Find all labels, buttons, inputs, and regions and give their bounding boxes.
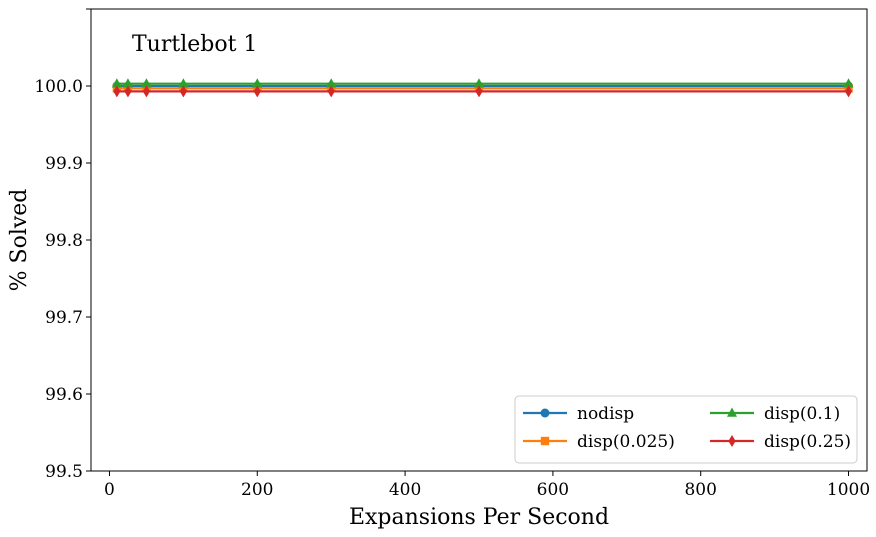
data-point xyxy=(252,78,263,88)
data-point xyxy=(124,85,132,98)
data-point xyxy=(113,85,121,98)
legend-label: disp(0.1) xyxy=(764,404,840,424)
data-point xyxy=(122,78,133,88)
legend-item-disp(0.025): disp(0.025) xyxy=(523,432,675,452)
x-tick-label: 800 xyxy=(684,480,716,500)
series-group xyxy=(111,78,854,98)
data-point xyxy=(843,78,854,88)
data-point xyxy=(111,78,122,88)
data-point xyxy=(474,78,484,88)
x-tick-label: 600 xyxy=(537,480,569,500)
y-tick-label: 100.0 xyxy=(34,77,83,97)
series-disp(0.25) xyxy=(113,85,853,98)
legend-marker xyxy=(727,407,737,417)
series-disp(0.1) xyxy=(111,78,854,88)
legend: nodisp disp(0.025) disp(0.1) disp(0.25) xyxy=(514,395,858,464)
legend-item-nodisp: nodisp xyxy=(523,404,634,424)
y-tick-label: 99.8 xyxy=(45,231,83,251)
y-tick-label: 99.9 xyxy=(45,154,83,174)
data-point xyxy=(326,78,337,88)
x-axis-title: Expansions Per Second xyxy=(349,505,609,530)
data-point xyxy=(141,78,152,88)
legend-label: nodisp xyxy=(577,404,634,424)
y-axis-title: % Solved xyxy=(7,189,32,292)
legend-marker xyxy=(728,435,736,447)
legend-label: disp(0.025) xyxy=(577,432,675,452)
data-point xyxy=(844,85,853,98)
data-point xyxy=(142,85,151,98)
data-point xyxy=(327,85,335,98)
legend-box xyxy=(514,395,858,464)
data-point xyxy=(253,85,261,98)
plot-area xyxy=(86,8,868,476)
x-tick-label: 0 xyxy=(104,480,115,500)
x-tick-label: 1000 xyxy=(827,480,870,500)
legend-item-disp(0.25): disp(0.25) xyxy=(710,432,851,452)
y-tick-label: 99.5 xyxy=(45,462,83,482)
x-tick-label: 200 xyxy=(241,480,273,500)
data-point xyxy=(179,85,187,98)
legend-marker xyxy=(540,436,550,446)
y-tick-label: 99.6 xyxy=(45,385,83,405)
x-tick-label: 400 xyxy=(389,480,421,500)
data-point xyxy=(178,78,189,88)
legend-label: disp(0.25) xyxy=(764,432,851,452)
data-point xyxy=(475,85,483,98)
legend-marker xyxy=(540,408,550,418)
y-tick-label: 99.7 xyxy=(45,308,83,328)
legend-item-disp(0.1): disp(0.1) xyxy=(710,404,840,424)
chart-title: Turtlebot 1 xyxy=(132,32,257,57)
